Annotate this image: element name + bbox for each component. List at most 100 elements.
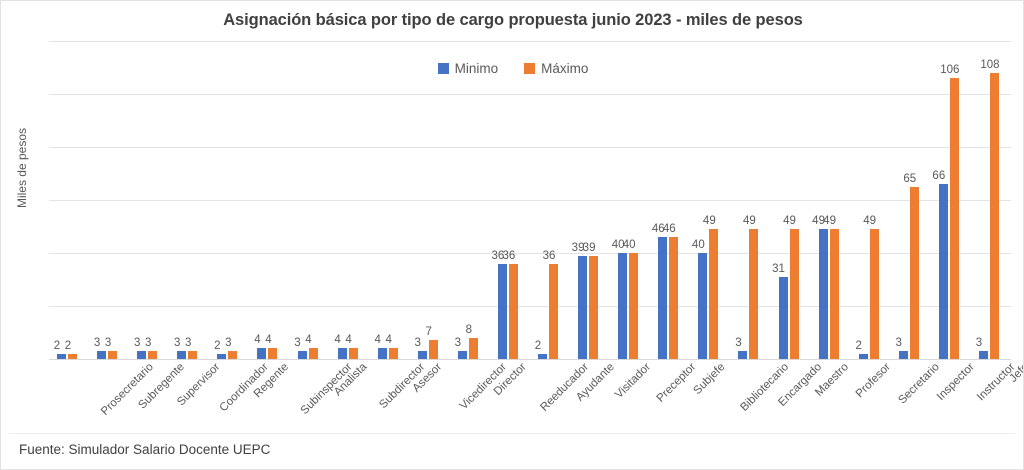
bar-value-label: 106: [940, 64, 960, 77]
bar-value-label: 36: [502, 249, 516, 262]
x-tick-label: Preceptor: [654, 361, 699, 405]
plot-area: 0204060801001202233333323443444443738363…: [49, 41, 1011, 360]
bar-maximo[interactable]: [228, 351, 238, 359]
bar-maximo[interactable]: [789, 229, 799, 359]
bar-value-label: 46: [651, 223, 665, 236]
bar-maximo[interactable]: [629, 253, 639, 359]
bar-value-label: 3: [975, 337, 983, 350]
bar-value-label: 2: [534, 339, 542, 352]
bar-minimo[interactable]: [377, 348, 387, 359]
bar-maximo[interactable]: [428, 340, 438, 359]
bar-maximo[interactable]: [308, 348, 318, 359]
bar-value-label: 108: [980, 58, 1000, 71]
bar-minimo[interactable]: [457, 351, 467, 359]
bar-group: 39 39: [570, 41, 610, 359]
bar-maximo[interactable]: [589, 255, 599, 359]
bar-maximo[interactable]: [989, 72, 999, 359]
bar-value-label: 3: [895, 337, 902, 350]
bar-maximo[interactable]: [669, 237, 679, 359]
bar-minimo[interactable]: [417, 351, 427, 359]
bar-minimo[interactable]: [858, 353, 868, 359]
bar-maximo[interactable]: [468, 337, 478, 359]
bar-maximo[interactable]: [268, 348, 278, 359]
bar-value-label: 3: [735, 337, 742, 350]
gridline-0: [49, 359, 1011, 360]
gridline-100: [49, 94, 1011, 95]
bar-value-label: 4: [374, 334, 381, 347]
x-tick-label: Profesor: [853, 361, 893, 401]
bar-minimo[interactable]: [818, 229, 828, 359]
gridline-40: [49, 253, 1011, 254]
bar-value-label: 3: [174, 337, 181, 350]
bar-minimo[interactable]: [97, 351, 107, 359]
bar-minimo[interactable]: [538, 353, 547, 359]
bar-maximo[interactable]: [388, 348, 398, 359]
bar-value-label: 3: [454, 337, 462, 350]
bar-minimo[interactable]: [137, 351, 147, 359]
bar-maximo[interactable]: [68, 353, 77, 359]
bar-minimo[interactable]: [578, 255, 588, 359]
source-note: Fuente: Simulador Salario Docente UEPC: [19, 442, 271, 457]
bar-minimo[interactable]: [698, 253, 708, 359]
bar-minimo[interactable]: [497, 263, 507, 359]
bar-group: 31 49: [771, 41, 811, 359]
bar-minimo[interactable]: [177, 351, 187, 359]
x-tick-label: Inspector: [934, 361, 977, 403]
bar-maximo[interactable]: [148, 351, 158, 359]
bar-value-label: 49: [863, 215, 877, 228]
bar-maximo[interactable]: [709, 229, 719, 359]
bar-maximo[interactable]: [348, 348, 358, 359]
bar-value-label: 40: [611, 239, 625, 251]
bar-maximo[interactable]: [829, 229, 839, 359]
bar-maximo[interactable]: [508, 263, 518, 359]
bar-value-label: 4: [265, 334, 272, 347]
bar-maximo[interactable]: [108, 351, 118, 359]
bar-maximo[interactable]: [188, 351, 198, 359]
bar-minimo[interactable]: [898, 351, 908, 359]
bar-maximo[interactable]: [949, 78, 959, 359]
bar-value-label: 3: [144, 337, 152, 350]
bar-group: 3 65: [891, 41, 931, 359]
y-axis-title: Miles de pesos: [15, 127, 29, 209]
bar-minimo[interactable]: [618, 253, 628, 359]
bar-maximo[interactable]: [909, 186, 919, 359]
bar-minimo[interactable]: [57, 353, 66, 359]
bar-minimo[interactable]: [778, 276, 788, 359]
x-tick-label: Instructor: [974, 361, 1018, 404]
bar-minimo[interactable]: [217, 353, 227, 359]
bar-group: 49 49: [811, 41, 851, 359]
footer-divider: [9, 433, 1015, 434]
bar-group: 40 40: [610, 41, 650, 359]
bar-value-label: 7: [425, 326, 432, 339]
bar-minimo[interactable]: [938, 184, 948, 359]
bar-group: 2 49: [851, 41, 891, 359]
bar-minimo[interactable]: [658, 237, 668, 359]
bar-value-label: 4: [385, 334, 392, 347]
bar-minimo[interactable]: [978, 351, 988, 359]
x-tick-label: Secretario: [896, 361, 942, 407]
bar-value-label: 3: [225, 337, 232, 350]
bar-maximo[interactable]: [749, 229, 759, 359]
chart-title: Asignación básica por tipo de cargo prop…: [223, 11, 803, 29]
bar-maximo[interactable]: [869, 229, 879, 359]
bar-value-label: 4: [254, 334, 261, 347]
x-tick-label: Prosecretario: [99, 361, 156, 418]
bar-maximo[interactable]: [549, 263, 558, 359]
bar-group: 46 46: [650, 41, 690, 359]
bar-value-label: 39: [571, 241, 585, 254]
bar-minimo[interactable]: [257, 348, 267, 359]
bar-group: 3 108: [971, 41, 1011, 359]
bar-minimo[interactable]: [337, 348, 347, 359]
bar-minimo[interactable]: [738, 351, 748, 359]
bar-minimo[interactable]: [297, 351, 307, 359]
bar-value-label: 4: [334, 334, 341, 347]
bar-value-label: 40: [691, 239, 705, 251]
